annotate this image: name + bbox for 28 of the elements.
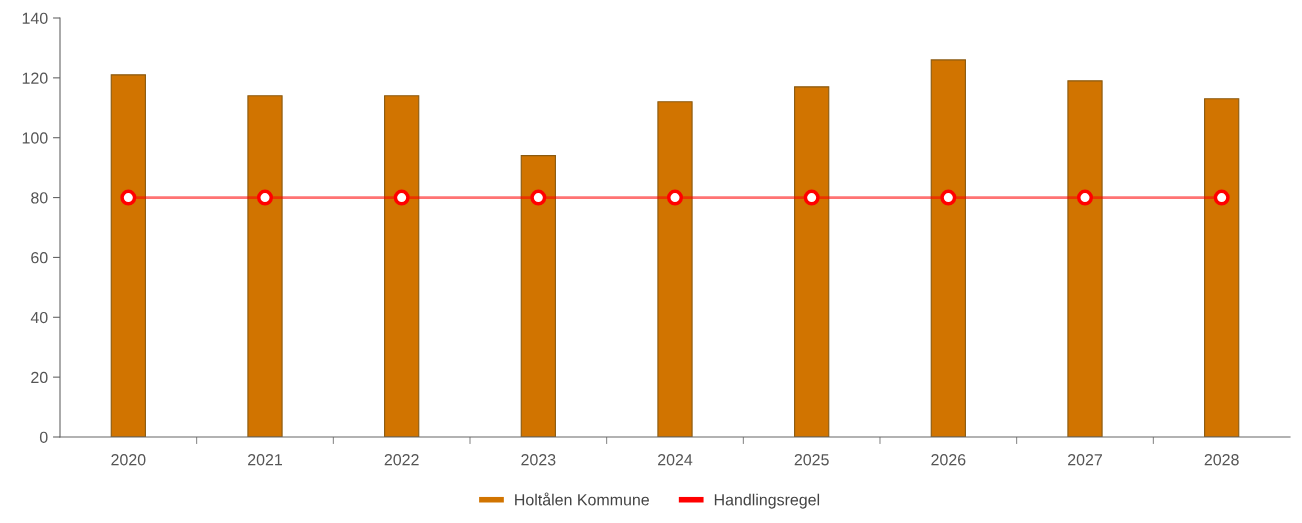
y-tick-label: 40 [30, 311, 48, 324]
legend-label: Holtålen Kommune [515, 492, 649, 506]
x-tick-label: 2025 [794, 454, 829, 466]
x-tick-label: 2020 [111, 454, 146, 466]
y-tick-label: 100 [22, 132, 48, 144]
x-tick-label: 2027 [1068, 454, 1102, 466]
bar [384, 95, 420, 437]
x-tick-label: 2028 [1204, 454, 1239, 466]
x-tick-label: 2023 [521, 454, 556, 466]
legend-label: Handlingsregel [714, 493, 820, 509]
bar [110, 74, 146, 437]
x-tick-label: 2021 [248, 454, 282, 466]
x-tick-label: 2022 [384, 454, 419, 466]
y-tick-label: 80 [31, 192, 48, 204]
y-tick-label: 120 [22, 72, 48, 84]
bar [657, 101, 693, 437]
x-tick-label: 2026 [931, 454, 966, 466]
bar [520, 155, 556, 437]
y-tick-label: 0 [39, 431, 48, 443]
bar [930, 59, 966, 437]
bar [247, 95, 283, 437]
y-tick-label: 20 [31, 371, 48, 384]
y-tick-label: 140 [22, 12, 48, 24]
bar [794, 86, 830, 437]
y-tick-label: 60 [31, 252, 48, 264]
x-tick-label: 2024 [658, 454, 693, 466]
bar [1067, 80, 1103, 437]
bar [1204, 98, 1240, 437]
